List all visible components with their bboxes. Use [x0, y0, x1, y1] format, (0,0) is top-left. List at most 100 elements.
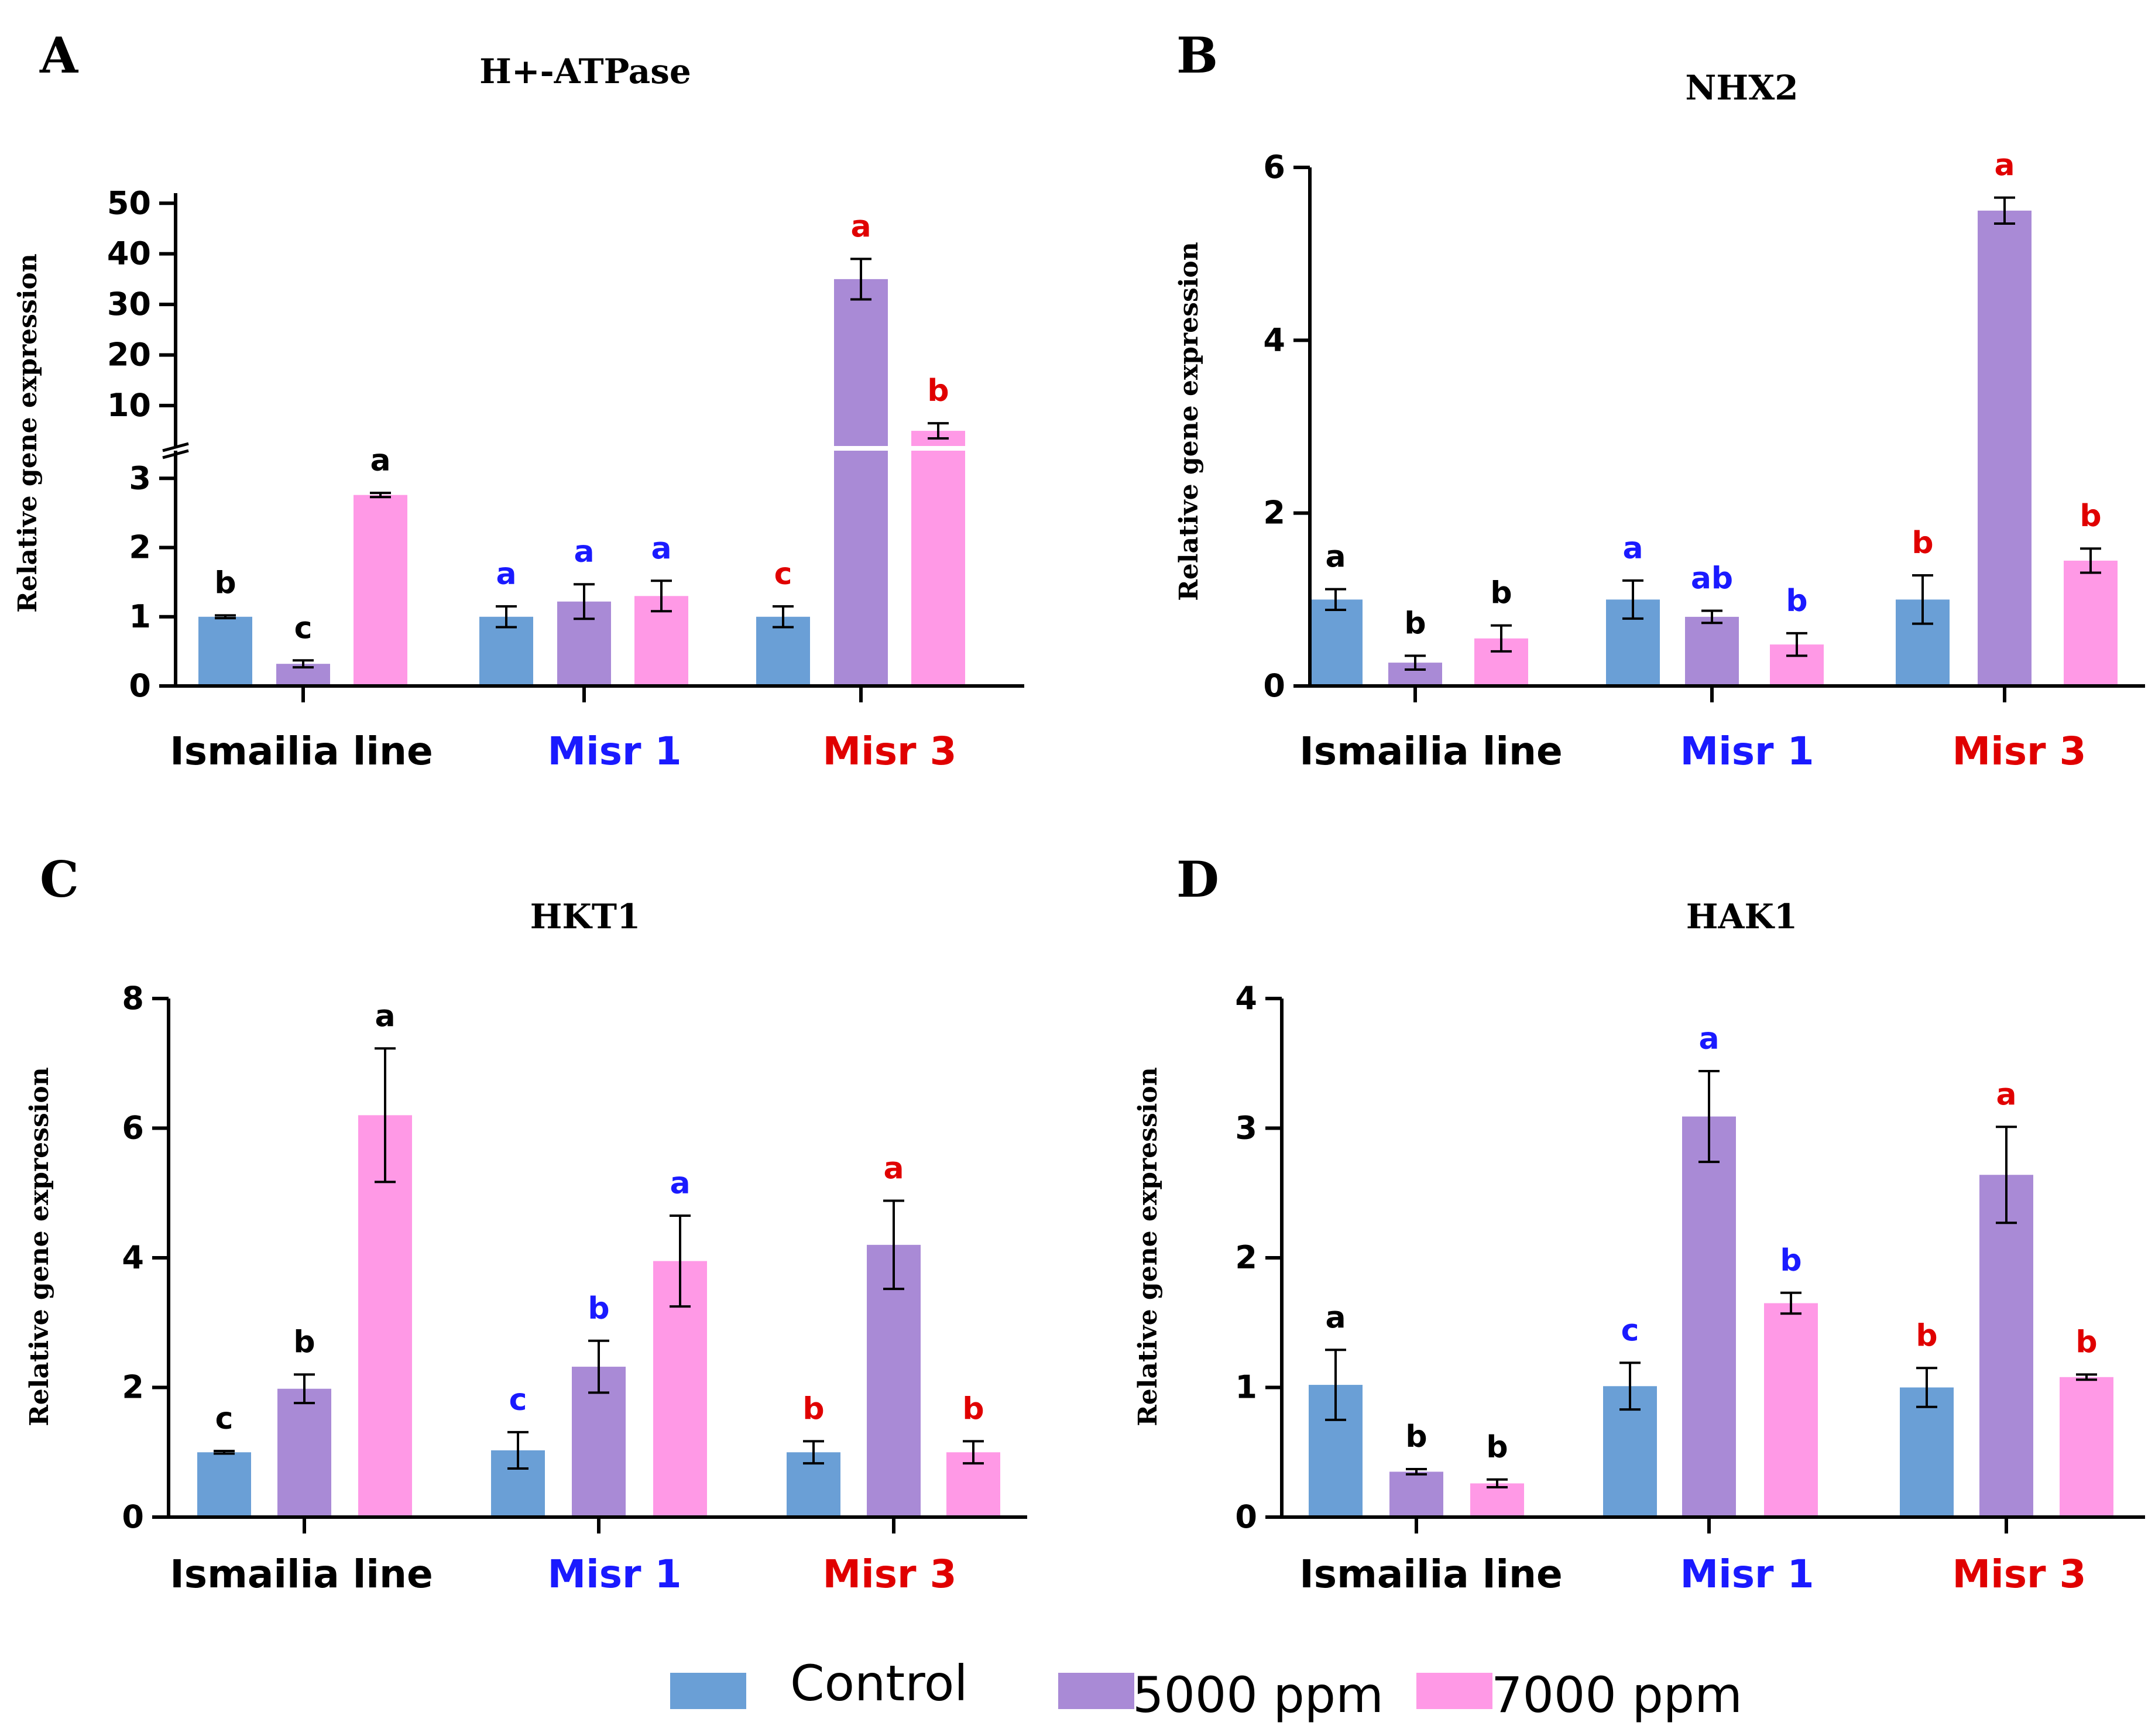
panel-a-y-tick-label: 30: [107, 286, 151, 323]
panel-b-y-tick-label: 4: [1263, 321, 1285, 358]
panel-a-axis-break-mark: [162, 442, 189, 452]
panel-b-y-tick-label: 6: [1263, 149, 1285, 186]
panel-a-y-tick-label: 1: [129, 598, 151, 635]
panel-c-bar: [197, 1452, 251, 1517]
panel-a-significance-letter: a: [496, 557, 516, 592]
panel-a-significance-letter: b: [927, 373, 949, 409]
panel-d-bar: [1389, 1471, 1443, 1517]
panel-d-bar: [1470, 1483, 1524, 1517]
panel-a-category-label: Ismailia line: [170, 729, 433, 774]
panel-a-y-tick-label: 10: [107, 387, 151, 424]
panel-b-y-tick-label: 0: [1263, 667, 1285, 704]
legend-swatch-control: [670, 1673, 746, 1709]
panel-a-y-tick-label: 2: [129, 529, 151, 566]
panel-d-bar: [1900, 1387, 1954, 1517]
panel-b-category-label: Ismailia line: [1299, 729, 1563, 774]
panel-d-y-tick-label: 1: [1235, 1369, 1257, 1406]
panel-a-significance-letter: a: [574, 534, 594, 569]
panel-d-y-tick-label: 0: [1235, 1498, 1257, 1535]
panel-a-bar: [834, 451, 888, 686]
panel-a-y-tick-label: 0: [129, 667, 151, 704]
panel-d-significance-letter: b: [1486, 1430, 1508, 1465]
panel-c-significance-letter: c: [215, 1401, 234, 1436]
panel-a-category-label: Misr 3: [822, 729, 956, 774]
panel-c-category-label: Misr 3: [822, 1552, 956, 1597]
panel-d-y-tick-label: 3: [1235, 1110, 1257, 1147]
panel-a-title: H+-ATPase: [479, 52, 691, 91]
panel-a-axis-break-mark: [162, 449, 189, 459]
panel-d-ylabel: Relative gene expression: [1133, 1067, 1163, 1426]
panel-b-significance-letter: b: [2079, 499, 2101, 534]
panel-c-bar: [867, 1244, 921, 1517]
panel-d-bar: [1764, 1303, 1818, 1517]
panel-a-category-label: Misr 1: [547, 729, 681, 774]
panel-d-significance-letter: a: [1996, 1077, 2016, 1112]
panel-c-significance-letter: b: [962, 1391, 984, 1426]
panel-a-bar: [911, 451, 965, 686]
panel-d-significance-letter: a: [1325, 1300, 1346, 1335]
panel-b-bar: [1978, 210, 2032, 686]
panel-a-significance-letter: a: [370, 443, 390, 478]
panel-b-significance-letter: a: [1994, 148, 2015, 183]
panel-c-significance-letter: a: [670, 1166, 690, 1201]
panel-d-significance-letter: c: [1621, 1313, 1639, 1348]
panel-d-significance-letter: b: [1405, 1419, 1427, 1454]
panel-c-category-label: Misr 1: [547, 1552, 681, 1597]
panel-letter-c: C: [40, 850, 79, 908]
panel-b-bar: [1309, 599, 1363, 686]
panel-d-significance-letter: a: [1698, 1021, 1719, 1056]
panel-a-ylabel: Relative gene expression: [13, 253, 43, 613]
panel-d-significance-letter: b: [1780, 1243, 1801, 1278]
panel-a-bar: [198, 616, 252, 686]
panel-b-ylabel: Relative gene expression: [1174, 242, 1204, 601]
legend-swatch-5000: [1058, 1673, 1134, 1709]
panel-c-ylabel: Relative gene expression: [25, 1067, 54, 1426]
panel-a-y-tick-label: 50: [107, 184, 151, 221]
panel-b-significance-letter: ab: [1691, 561, 1733, 596]
panel-d-category-label: Misr 3: [1952, 1552, 2086, 1597]
panel-d-y-tick-label: 2: [1235, 1239, 1257, 1276]
panel-c-significance-letter: b: [293, 1325, 315, 1360]
panel-b-significance-letter: b: [1404, 606, 1426, 641]
panel-b-bar: [1685, 616, 1739, 686]
panel-b-significance-letter: b: [1786, 584, 1807, 619]
panel-a-significance-letter: c: [294, 610, 313, 646]
panel-c-y-tick-label: 2: [122, 1369, 144, 1406]
panel-b-bar: [2064, 560, 2118, 686]
panel-c-significance-letter: a: [375, 999, 395, 1034]
panel-letter-a: A: [39, 26, 79, 84]
panel-c-bar: [277, 1388, 331, 1517]
panel-a-bar: [354, 495, 407, 686]
panel-a-significance-letter: a: [651, 531, 671, 566]
panel-d-bar: [1979, 1175, 2033, 1517]
panel-b-category-label: Misr 1: [1680, 729, 1814, 774]
legend-label-control: Control: [790, 1655, 968, 1712]
panel-d-bar: [2060, 1377, 2113, 1517]
panel-b-title: NHX2: [1685, 68, 1798, 108]
legend-label-7000: 7000 ppm: [1491, 1666, 1742, 1724]
panel-a-significance-letter: b: [214, 565, 236, 601]
panel-a-bar: [834, 279, 888, 446]
panel-c-significance-letter: b: [588, 1291, 609, 1326]
panel-b-significance-letter: a: [1622, 531, 1643, 566]
panel-d-significance-letter: b: [2075, 1325, 2097, 1360]
panel-c-significance-letter: c: [509, 1382, 527, 1418]
panel-c-significance-letter: b: [802, 1391, 824, 1426]
panel-d-category-label: Ismailia line: [1299, 1552, 1563, 1597]
panel-letter-b: B: [1176, 26, 1218, 84]
panel-letter-d: D: [1176, 850, 1219, 908]
panel-a-significance-letter: a: [850, 209, 871, 244]
panel-a-y-tick-label: 20: [107, 336, 151, 373]
panel-c-title: HKT1: [530, 897, 641, 936]
panel-d-title: HAK1: [1686, 897, 1798, 936]
legend-swatch-7000: [1416, 1673, 1492, 1709]
panel-c-y-tick-label: 8: [122, 980, 144, 1017]
panel-b-category-label: Misr 3: [1952, 729, 2086, 774]
panel-c-y-tick-label: 0: [122, 1498, 144, 1535]
panel-d-significance-letter: b: [1916, 1318, 1937, 1353]
panel-b-significance-letter: b: [1912, 526, 1933, 561]
panel-b-y-tick-label: 2: [1263, 495, 1285, 531]
panel-c-category-label: Ismailia line: [170, 1552, 433, 1597]
panel-a-y-tick-label: 3: [129, 459, 151, 496]
